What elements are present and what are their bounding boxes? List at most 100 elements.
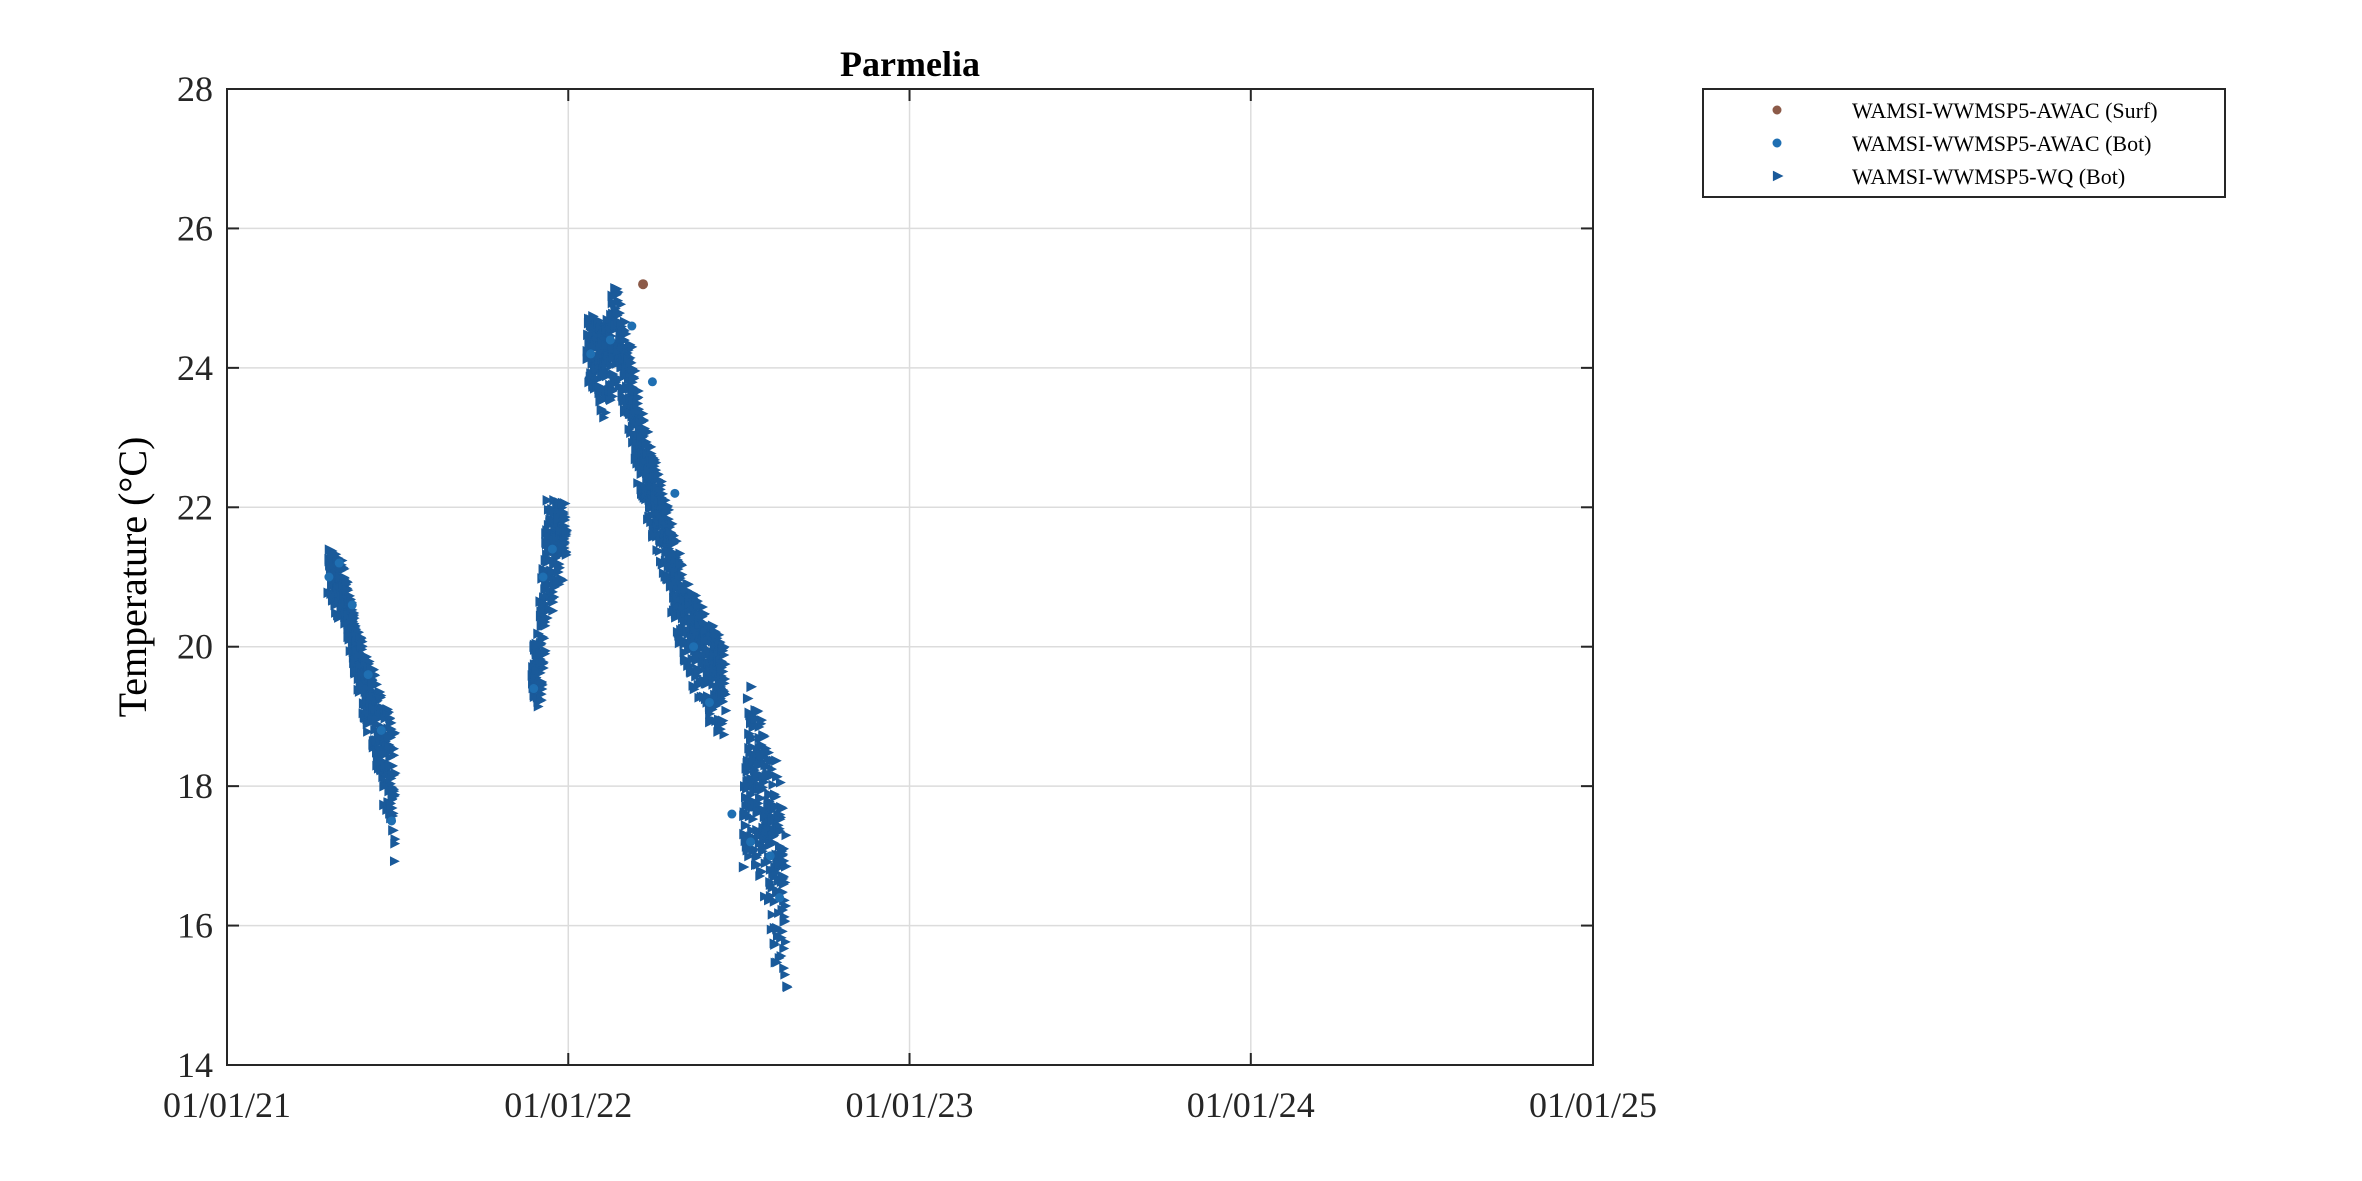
wq-marker (390, 838, 401, 849)
wq-marker (650, 457, 662, 468)
legend-entry-label: WAMSI-WWMSP5-AWAC (Surf) (1852, 98, 2158, 123)
awac-bot-point (765, 851, 775, 861)
wq-marker (780, 936, 791, 947)
wq-marker (779, 963, 790, 974)
awac-bot-point (605, 335, 615, 345)
wq-marker (539, 657, 549, 668)
wq-marker (675, 548, 686, 559)
wq-marker (375, 692, 387, 703)
wq-marker (746, 681, 758, 693)
wq-marker (775, 777, 786, 788)
awac-bot-point (670, 488, 680, 498)
awac-bot-point (538, 572, 548, 582)
wq-marker (601, 407, 611, 418)
wq-marker (747, 742, 758, 753)
wq-marker (667, 518, 678, 529)
data-layer (323, 279, 793, 993)
wq-marker (349, 612, 360, 624)
wq-marker (719, 650, 730, 660)
wq-marker (721, 705, 732, 716)
wq-marker (548, 605, 559, 616)
wq-marker (536, 695, 547, 706)
wq-marker (720, 659, 731, 670)
wq-marker (549, 592, 560, 602)
wq-marker (540, 645, 551, 656)
legend-box (1702, 88, 2226, 198)
wq-marker (614, 374, 625, 384)
wq-marker (738, 861, 750, 873)
chart-title: Parmelia (840, 44, 980, 84)
wq-marker (751, 849, 763, 861)
wq-marker (630, 365, 641, 376)
wq-marker (542, 495, 554, 506)
awac-bot-point (704, 697, 714, 707)
wq-marker (770, 791, 782, 803)
wq-marker (559, 498, 571, 509)
wq-marker (769, 896, 781, 907)
legend-dot-icon (1772, 105, 1782, 115)
wq-marker (779, 915, 791, 927)
awac-bot-point (376, 725, 386, 735)
wq-marker (388, 783, 400, 795)
wq-marker (385, 717, 397, 729)
awac-bot-point (324, 572, 334, 582)
wq-marker (717, 715, 729, 726)
awac-bot-point (347, 600, 357, 610)
wq-marker (759, 842, 770, 853)
wq-marker (719, 729, 730, 740)
wq-marker (699, 608, 711, 620)
wq-marker (720, 689, 731, 700)
wq-marker (663, 504, 675, 516)
wq-marker (656, 476, 667, 487)
awac-bot-point (387, 816, 397, 826)
wq-marker (611, 288, 623, 299)
wq-marker (390, 727, 401, 738)
wq-marker (753, 805, 764, 816)
wq-marker (619, 316, 631, 328)
y-tick-label: 26 (177, 208, 213, 248)
wq-marker (770, 939, 780, 950)
wq-marker (387, 760, 399, 772)
wq-marker (719, 678, 730, 689)
y-tick-label: 18 (177, 766, 213, 806)
wq-marker (621, 328, 632, 339)
legend-dot-icon (1772, 138, 1782, 148)
wq-marker (780, 877, 791, 888)
awac-bot-point (529, 684, 539, 694)
awac-bot-point (647, 377, 657, 387)
wq-marker (547, 567, 559, 579)
wq-marker (777, 926, 788, 937)
wq-marker (779, 943, 790, 954)
wq-marker (343, 577, 353, 588)
wq-marker (542, 612, 553, 624)
wq-marker (686, 664, 697, 676)
wq-marker (764, 747, 775, 758)
wq-marker (371, 679, 383, 690)
wq-marker (675, 558, 687, 570)
legend-entry-label: WAMSI-WWMSP5-AWAC (Bot) (1852, 131, 2152, 156)
wq-marker (781, 830, 792, 841)
x-tick-label: 01/01/23 (846, 1085, 974, 1125)
wq-marker (388, 825, 399, 836)
legend-entry-label: WAMSI-WWMSP5-WQ (Bot) (1852, 164, 2125, 189)
wq-marker (558, 575, 569, 586)
wq-marker (654, 546, 665, 557)
wq-marker (780, 969, 791, 980)
y-tick-label: 14 (177, 1045, 213, 1085)
wq-marker (756, 739, 767, 751)
wq-marker (718, 641, 730, 653)
wq-marker (389, 743, 400, 754)
y-tick-label: 16 (177, 906, 213, 946)
awac-bot-point (547, 544, 557, 554)
wq-marker (633, 386, 644, 396)
wq-marker (717, 666, 729, 677)
awac-bot-point (586, 349, 596, 359)
wq-marker (638, 415, 650, 427)
wq-marker (767, 909, 778, 920)
wq-marker (538, 632, 550, 644)
legend-triangle-icon (1772, 170, 1784, 182)
wq-marker (602, 371, 612, 382)
x-tick-label: 01/01/24 (1187, 1085, 1315, 1125)
wq-marker (778, 871, 789, 882)
